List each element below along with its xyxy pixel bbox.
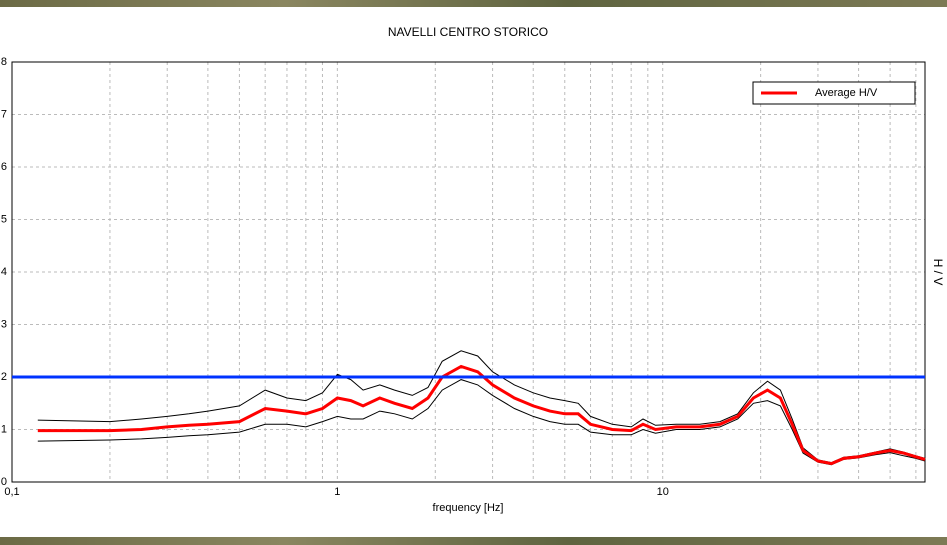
y-tick-label: 5 bbox=[1, 213, 7, 225]
legend-label: Average H/V bbox=[815, 87, 878, 99]
y-tick-label: 0 bbox=[1, 476, 7, 488]
y-tick-label: 7 bbox=[1, 108, 7, 120]
y-tick-label: 2 bbox=[1, 371, 7, 383]
x-tick-label: 10 bbox=[657, 486, 669, 498]
photo-strip bbox=[0, 537, 947, 545]
y-tick-label: 6 bbox=[1, 161, 7, 173]
y-tick-label: 4 bbox=[1, 266, 7, 278]
y-axis-label: H / V bbox=[931, 259, 945, 286]
chart-title: NAVELLI CENTRO STORICO bbox=[388, 25, 548, 39]
y-tick-label: 3 bbox=[1, 318, 7, 330]
y-tick-label: 8 bbox=[1, 56, 7, 68]
x-axis-label: frequency [Hz] bbox=[433, 502, 504, 514]
y-tick-label: 1 bbox=[1, 423, 7, 435]
photo-strip bbox=[0, 0, 947, 7]
x-tick-label: 1 bbox=[334, 486, 340, 498]
legend: Average H/V bbox=[753, 82, 915, 104]
chart: NAVELLI CENTRO STORICO frequency [Hz] H … bbox=[0, 0, 947, 545]
page: NAVELLI CENTRO STORICO frequency [Hz] H … bbox=[0, 0, 947, 545]
